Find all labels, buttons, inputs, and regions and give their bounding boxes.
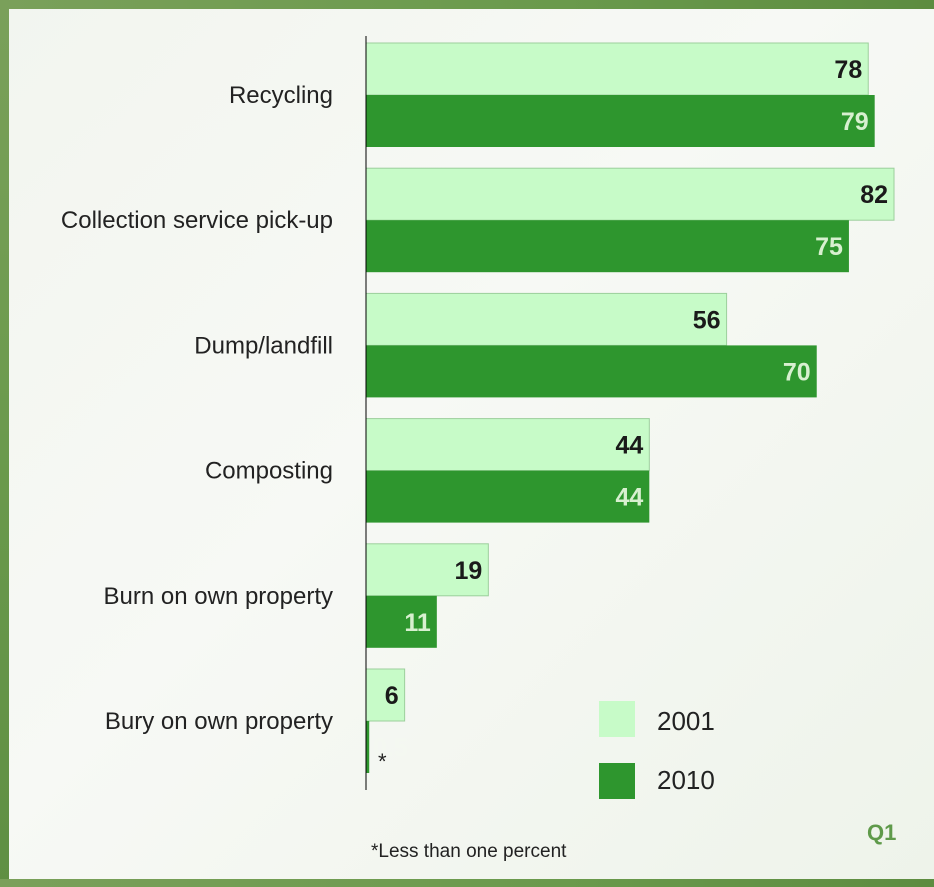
frame-left-border [0,0,9,887]
category-label-bury-on-own-property: Bury on own property [105,708,333,735]
footnote: *Less than one percent [371,841,567,862]
category-label-dump-landfill: Dump/landfill [194,332,333,359]
legend-swatch-2001 [599,701,635,737]
footnote-marker: * [378,749,387,774]
value-label-2010-recycling: 79 [841,108,869,136]
category-label-recycling: Recycling [229,82,333,109]
value-label-2010-collection-service-pick-up: 75 [815,233,843,261]
question-code: Q1 [867,820,896,845]
value-label-2010-dump-landfill: 70 [783,358,811,386]
legend-label-2010: 2010 [657,765,715,795]
value-label-2001-bury-on-own-property: 6 [385,682,399,710]
value-label-2010-bury-on-own-property: 0.5 [373,734,408,762]
bar-2001-dump-landfill [365,292,728,346]
category-label-collection-service-pick-up: Collection service pick-up [61,207,333,234]
bar-2001-bury-on-own-property [365,668,406,722]
frame-top-border [0,0,934,9]
bar-2010-bury-on-own-property [366,721,370,773]
legend-swatch-2010 [599,763,635,799]
bar-2001-composting [365,418,650,472]
bars-layer: 78 79 82 75 56 70 44 44 19 11 6 0.5 [365,42,895,773]
category-label-composting: Composting [205,458,333,485]
bar-2001-recycling [365,42,869,96]
value-label-2001-recycling: 78 [834,56,862,84]
value-label-2010-composting: 44 [616,484,644,512]
value-label-2001-collection-service-pick-up: 82 [860,181,888,209]
category-labels-layer: Recycling Collection service pick-up Dump/… [61,82,333,735]
value-label-2010-burn-on-own-property: 11 [404,609,431,637]
value-label-2001-composting: 44 [616,432,644,460]
bar-2010-recycling [366,95,875,147]
bar-2001-collection-service-pick-up [365,167,895,221]
bar-2010-composting [366,470,650,523]
bar-2010-collection-service-pick-up [366,220,849,273]
legend: 2001 2010 [599,701,715,799]
bar-2010-burn-on-own-property [366,595,437,648]
value-label-2001-dump-landfill: 56 [693,306,721,334]
bar-2010-dump-landfill [366,345,817,398]
legend-label-2001: 2001 [657,706,715,736]
frame-bottom-border [0,879,934,887]
category-label-burn-on-own-property: Burn on own property [104,583,333,610]
value-label-2001-burn-on-own-property: 19 [455,557,483,585]
